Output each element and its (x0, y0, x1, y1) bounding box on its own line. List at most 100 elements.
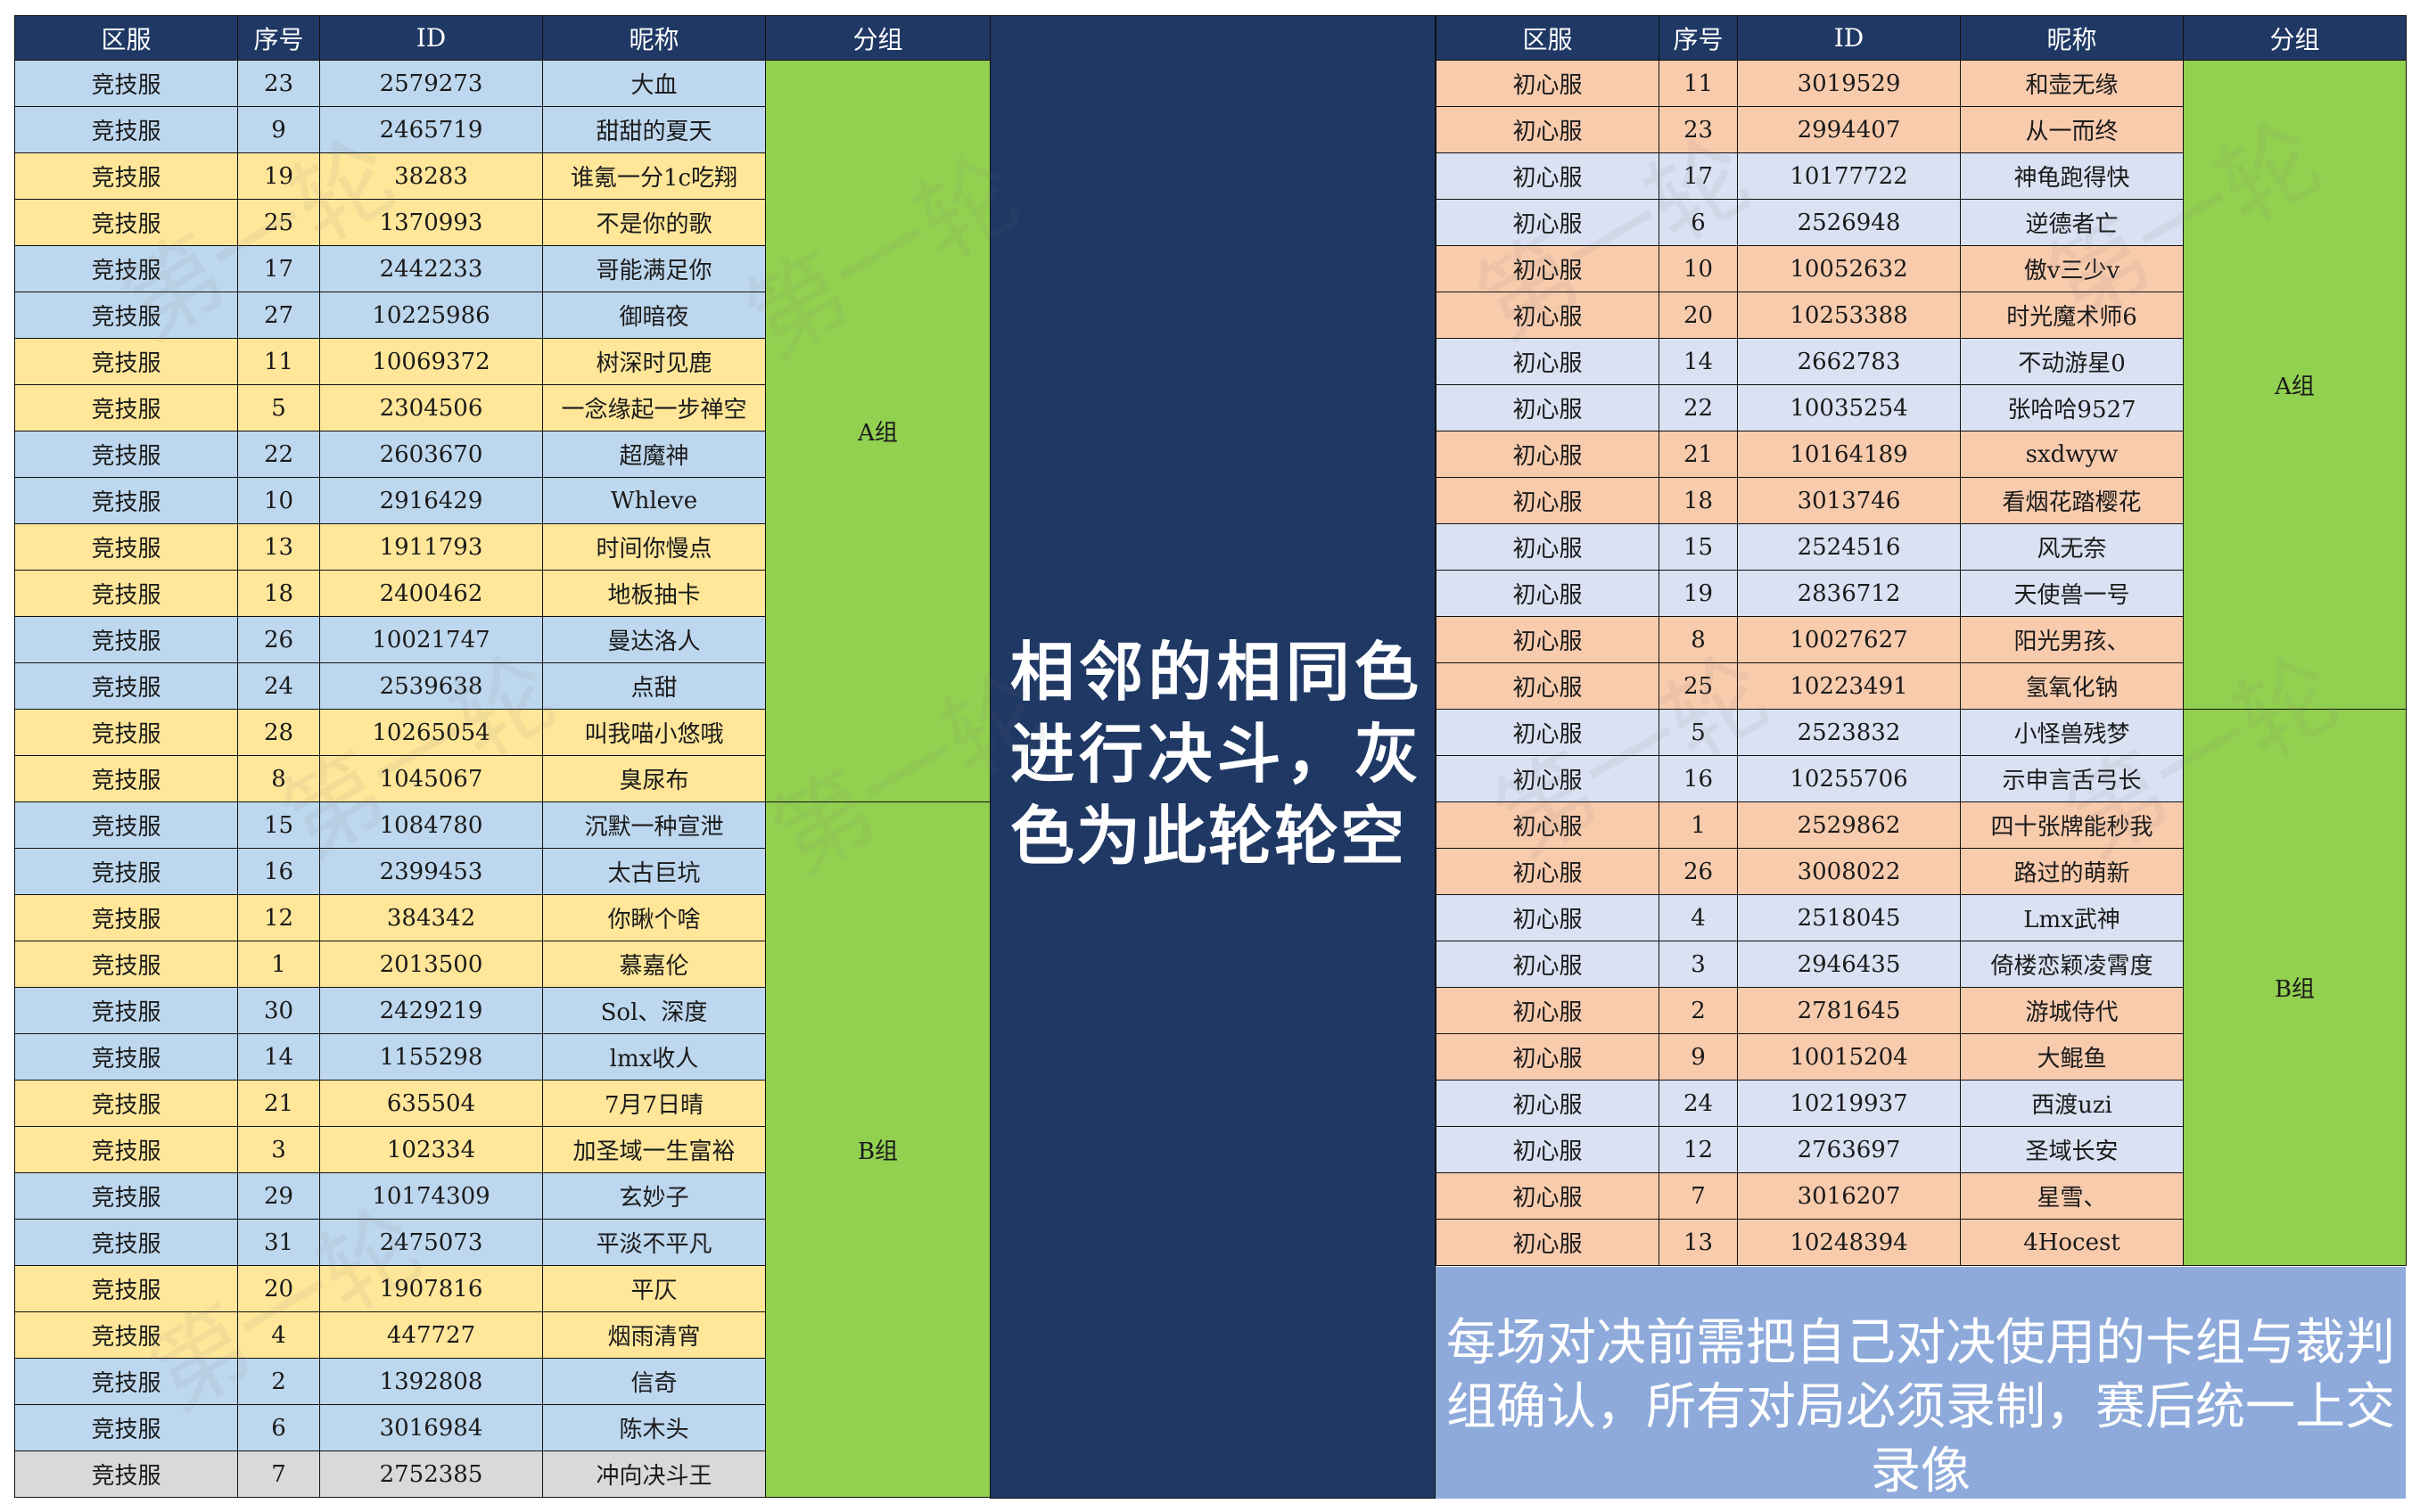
server-cell: 竞技服 (14, 709, 238, 756)
seq-cell: 26 (1659, 848, 1738, 895)
server-cell: 初心服 (1436, 848, 1659, 895)
table-row: 竞技服 13 1911793 时间你慢点 (14, 523, 991, 571)
table-row: 竞技服 9 2465719 甜甜的夏天 (14, 106, 991, 153)
nickname-cell: 张哈哈9527 (1960, 384, 2184, 431)
id-cell: 10223491 (1737, 662, 1961, 710)
table-row: 竞技服 14 1155298 lmx收人 (14, 1033, 991, 1081)
table-row: 初心服 3 2946435 倚楼恋颖凌霄度 (1436, 941, 2407, 988)
table-row: 竞技服 18 2400462 地板抽卡 (14, 570, 991, 617)
table-row: 初心服 15 2524516 风无奈 (1436, 523, 2407, 571)
nickname-cell: 阳光男孩、 (1960, 616, 2184, 663)
server-cell: 竞技服 (14, 523, 238, 571)
table-row: 竞技服 25 1370993 不是你的歌 (14, 199, 991, 246)
seq-cell: 24 (237, 662, 320, 710)
nickname-cell: 星雪、 (1960, 1172, 2184, 1220)
id-cell: 10164189 (1737, 431, 1961, 478)
server-cell: 初心服 (1436, 709, 1659, 756)
server-cell: 初心服 (1436, 987, 1659, 1034)
nickname-cell: 天使兽一号 (1960, 570, 2184, 617)
server-cell: 初心服 (1436, 384, 1659, 431)
server-cell: 竞技服 (14, 106, 238, 153)
server-cell: 竞技服 (14, 431, 238, 478)
nickname-cell: 叫我喵小悠哦 (542, 709, 766, 756)
server-cell: 初心服 (1436, 616, 1659, 663)
seq-cell: 7 (1659, 1172, 1738, 1220)
group-label-cell: B组 (765, 801, 991, 1498)
nickname-cell: 从一而终 (1960, 106, 2184, 153)
nickname-cell: 7月7日晴 (542, 1080, 766, 1127)
id-cell: 38283 (319, 152, 543, 200)
table-row: 初心服 26 3008022 路过的萌新 (1436, 848, 2407, 895)
server-cell: 竞技服 (14, 1265, 238, 1312)
seq-cell: 10 (237, 477, 320, 524)
nickname-cell: 你瞅个啥 (542, 894, 766, 941)
seq-cell: 15 (1659, 523, 1738, 571)
nickname-cell: 曼达洛人 (542, 616, 766, 663)
seq-cell: 1 (1659, 801, 1738, 849)
id-cell: 10069372 (319, 338, 543, 385)
table-row: 初心服 18 3013746 看烟花踏樱花 (1436, 477, 2407, 524)
nickname-cell: Whleve (542, 477, 766, 524)
nickname-cell: 傲v三少v (1960, 245, 2184, 292)
seq-cell: 17 (1659, 152, 1738, 200)
seq-cell: 23 (1659, 106, 1738, 153)
nickname-cell: 平淡不平凡 (542, 1219, 766, 1266)
nickname-cell: 大鲲鱼 (1960, 1033, 2184, 1081)
id-cell: 102334 (319, 1126, 543, 1173)
id-cell: 2916429 (319, 477, 543, 524)
nickname-cell: 四十张牌能秒我 (1960, 801, 2184, 849)
seq-cell: 13 (237, 523, 320, 571)
id-cell: 2752385 (319, 1450, 543, 1498)
table-row: 初心服 1 2529862 四十张牌能秒我 (1436, 801, 2407, 849)
nickname-cell: 不是你的歌 (542, 199, 766, 246)
id-cell: 10177722 (1737, 152, 1961, 200)
seq-cell: 7 (237, 1450, 320, 1498)
nickname-cell: 平仄 (542, 1265, 766, 1312)
id-cell: 635504 (319, 1080, 543, 1127)
nickname-cell: 超魔神 (542, 431, 766, 478)
seq-cell: 14 (237, 1033, 320, 1081)
nickname-cell: 神龟跑得快 (1960, 152, 2184, 200)
nickname-cell: 烟雨清宵 (542, 1311, 766, 1359)
server-cell: 竞技服 (14, 941, 238, 988)
seq-cell: 10 (1659, 245, 1738, 292)
table-row: 竞技服 15 1084780 沉默一种宣泄 B组 (14, 801, 991, 1498)
id-cell: 2442233 (319, 245, 543, 292)
id-cell: 2475073 (319, 1219, 543, 1266)
nickname-cell: 小怪兽残梦 (1960, 709, 2184, 756)
nickname-cell: lmx收人 (542, 1033, 766, 1081)
seq-cell: 12 (237, 894, 320, 941)
table-row: 初心服 20 10253388 时光魔术师6 (1436, 292, 2407, 339)
seq-cell: 2 (1659, 987, 1738, 1034)
table-header-row: 区服 序号 ID 昵称 分组 (14, 15, 991, 61)
nickname-cell: 一念缘起一步禅空 (542, 384, 766, 431)
right-bracket-table: 区服 序号 ID 昵称 分组 初心服 11 3019529 和壶无缘 A组 初心服 23 29… (1436, 15, 2407, 1266)
header-nickname: 昵称 (1960, 15, 2184, 61)
table-row: 初心服 8 10027627 阳光男孩、 (1436, 616, 2407, 663)
id-cell: 3008022 (1737, 848, 1961, 895)
table-row: 竞技服 17 2442233 哥能满足你 (14, 245, 991, 292)
seq-cell: 14 (1659, 338, 1738, 385)
table-row: 竞技服 24 2539638 点甜 (14, 662, 991, 710)
server-cell: 初心服 (1436, 106, 1659, 153)
nickname-cell: 哥能满足你 (542, 245, 766, 292)
server-cell: 初心服 (1436, 1219, 1659, 1266)
seq-cell: 3 (1659, 941, 1738, 988)
table-row: 初心服 25 10223491 氢氧化钠 (1436, 662, 2407, 710)
server-cell: 竞技服 (14, 1404, 238, 1451)
seq-cell: 25 (1659, 662, 1738, 710)
server-cell: 竞技服 (14, 848, 238, 895)
seq-cell: 24 (1659, 1080, 1738, 1127)
seq-cell: 4 (1659, 894, 1738, 941)
id-cell: 2304506 (319, 384, 543, 431)
table-row: 竞技服 1 2013500 慕嘉伦 (14, 941, 991, 988)
nickname-cell: 逆德者亡 (1960, 199, 2184, 246)
nickname-cell: 甜甜的夏天 (542, 106, 766, 153)
id-cell: 10027627 (1737, 616, 1961, 663)
server-cell: 竞技服 (14, 477, 238, 524)
id-cell: 2946435 (1737, 941, 1961, 988)
id-cell: 10219937 (1737, 1080, 1961, 1127)
server-cell: 竞技服 (14, 245, 238, 292)
server-cell: 初心服 (1436, 338, 1659, 385)
table-row: 初心服 11 3019529 和壶无缘 A组 (1436, 60, 2407, 710)
